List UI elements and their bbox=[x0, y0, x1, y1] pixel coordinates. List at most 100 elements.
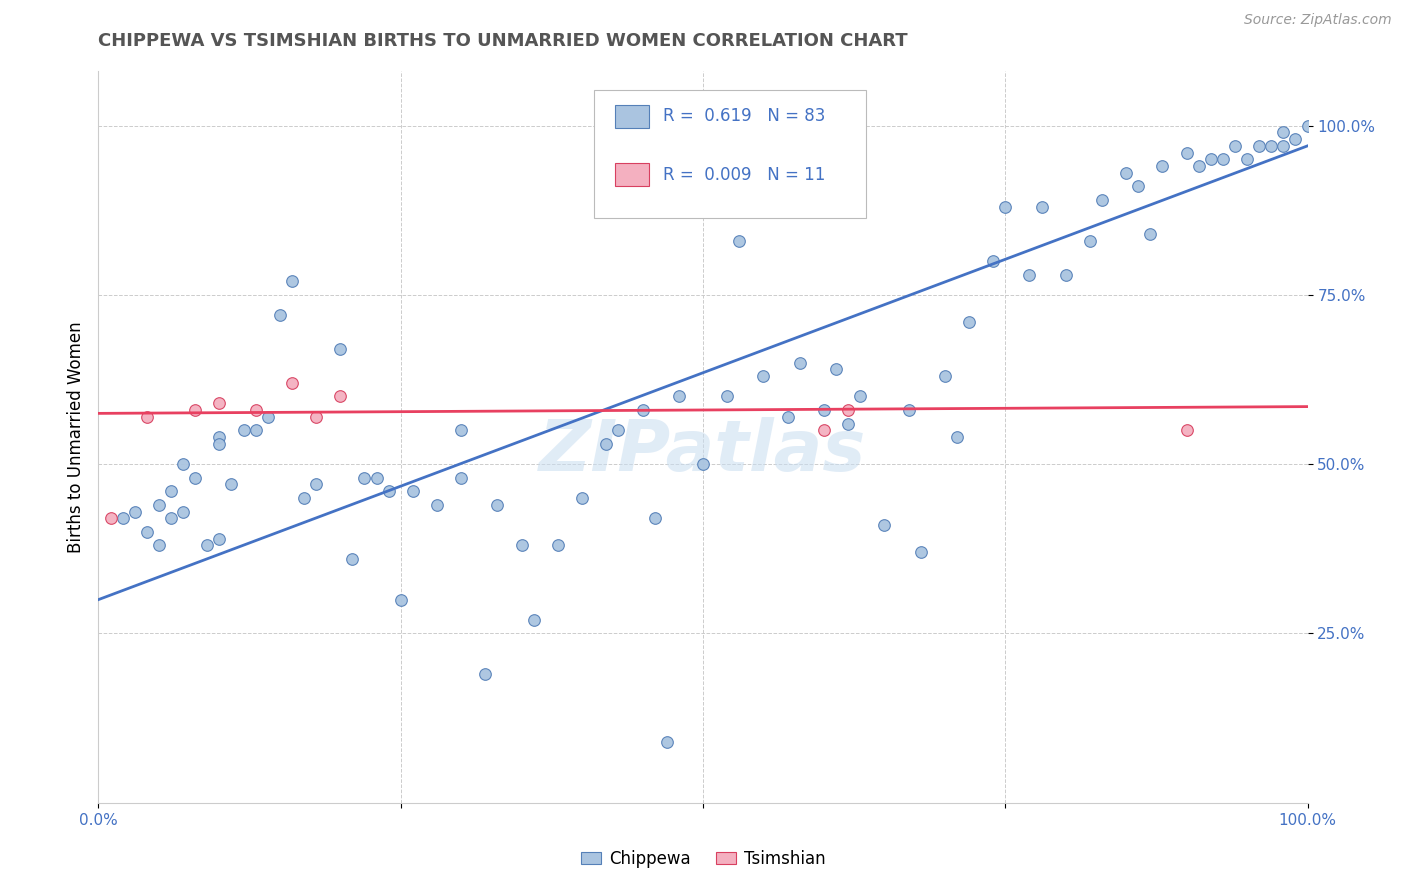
Point bbox=[269, 308, 291, 322]
Point bbox=[1212, 153, 1234, 167]
Point bbox=[1236, 153, 1258, 167]
Point bbox=[776, 409, 799, 424]
Point bbox=[1223, 139, 1246, 153]
Point bbox=[1272, 139, 1295, 153]
Point bbox=[1260, 139, 1282, 153]
Point bbox=[994, 200, 1017, 214]
Text: R =  0.009   N = 11: R = 0.009 N = 11 bbox=[664, 166, 825, 184]
Point bbox=[1031, 200, 1053, 214]
Point bbox=[897, 403, 920, 417]
Point bbox=[837, 417, 859, 431]
Point bbox=[135, 524, 157, 539]
Point bbox=[981, 254, 1004, 268]
Point bbox=[934, 369, 956, 384]
Point bbox=[305, 409, 328, 424]
Text: Source: ZipAtlas.com: Source: ZipAtlas.com bbox=[1244, 13, 1392, 28]
FancyBboxPatch shape bbox=[614, 163, 648, 186]
Point bbox=[100, 511, 122, 525]
Point bbox=[910, 545, 932, 559]
Point bbox=[124, 505, 146, 519]
Point bbox=[752, 369, 775, 384]
Point bbox=[873, 518, 896, 533]
Point bbox=[148, 498, 170, 512]
Point bbox=[281, 274, 304, 288]
Text: R =  0.619   N = 83: R = 0.619 N = 83 bbox=[664, 107, 825, 125]
Point bbox=[1296, 119, 1319, 133]
Point bbox=[1091, 193, 1114, 207]
Point bbox=[111, 511, 134, 525]
Point bbox=[837, 403, 859, 417]
Point bbox=[184, 403, 207, 417]
Point bbox=[342, 552, 364, 566]
Point bbox=[353, 471, 375, 485]
Point bbox=[329, 389, 352, 403]
Point bbox=[256, 409, 278, 424]
Point bbox=[1115, 166, 1137, 180]
Point bbox=[631, 403, 654, 417]
Point bbox=[160, 484, 183, 499]
Point bbox=[1188, 159, 1211, 173]
Point bbox=[426, 498, 449, 512]
Point bbox=[195, 538, 218, 552]
Point bbox=[607, 423, 630, 437]
FancyBboxPatch shape bbox=[595, 90, 866, 218]
Point bbox=[946, 430, 969, 444]
Point bbox=[1139, 227, 1161, 241]
Point bbox=[789, 355, 811, 369]
Point bbox=[474, 667, 496, 681]
Point bbox=[221, 477, 243, 491]
Point bbox=[825, 362, 848, 376]
Point bbox=[595, 437, 617, 451]
Point bbox=[1128, 179, 1150, 194]
Point bbox=[1175, 423, 1198, 437]
Point bbox=[728, 234, 751, 248]
Point bbox=[208, 396, 231, 410]
Point bbox=[849, 389, 872, 403]
FancyBboxPatch shape bbox=[614, 104, 648, 128]
Point bbox=[1054, 268, 1077, 282]
Text: ZIPatlas: ZIPatlas bbox=[540, 417, 866, 486]
Point bbox=[957, 315, 980, 329]
Point bbox=[172, 457, 194, 471]
Point bbox=[668, 389, 690, 403]
Point bbox=[1272, 125, 1295, 139]
Point bbox=[208, 437, 231, 451]
Point bbox=[402, 484, 425, 499]
Point bbox=[716, 389, 738, 403]
Point bbox=[208, 430, 231, 444]
Point bbox=[148, 538, 170, 552]
Point bbox=[281, 376, 304, 390]
Point bbox=[1152, 159, 1174, 173]
Point bbox=[292, 491, 315, 505]
Point bbox=[366, 471, 388, 485]
Point bbox=[329, 342, 352, 356]
Point bbox=[135, 409, 157, 424]
Point bbox=[486, 498, 509, 512]
Text: CHIPPEWA VS TSIMSHIAN BIRTHS TO UNMARRIED WOMEN CORRELATION CHART: CHIPPEWA VS TSIMSHIAN BIRTHS TO UNMARRIE… bbox=[98, 32, 908, 50]
Point bbox=[377, 484, 399, 499]
Point bbox=[571, 491, 593, 505]
Point bbox=[245, 403, 267, 417]
Point bbox=[813, 403, 835, 417]
Point bbox=[232, 423, 254, 437]
Point bbox=[644, 511, 666, 525]
Point bbox=[184, 471, 207, 485]
Point bbox=[1175, 145, 1198, 160]
Point bbox=[172, 505, 194, 519]
Point bbox=[510, 538, 533, 552]
Point bbox=[305, 477, 328, 491]
Legend: Chippewa, Tsimshian: Chippewa, Tsimshian bbox=[581, 849, 825, 868]
Point bbox=[1078, 234, 1101, 248]
Point bbox=[655, 735, 678, 749]
Point bbox=[1199, 153, 1222, 167]
Point bbox=[523, 613, 546, 627]
Point bbox=[1249, 139, 1271, 153]
Point bbox=[450, 423, 472, 437]
Point bbox=[1018, 268, 1040, 282]
Point bbox=[692, 457, 714, 471]
Point bbox=[1284, 132, 1306, 146]
Point bbox=[547, 538, 569, 552]
Point bbox=[208, 532, 231, 546]
Point bbox=[160, 511, 183, 525]
Point bbox=[813, 423, 835, 437]
